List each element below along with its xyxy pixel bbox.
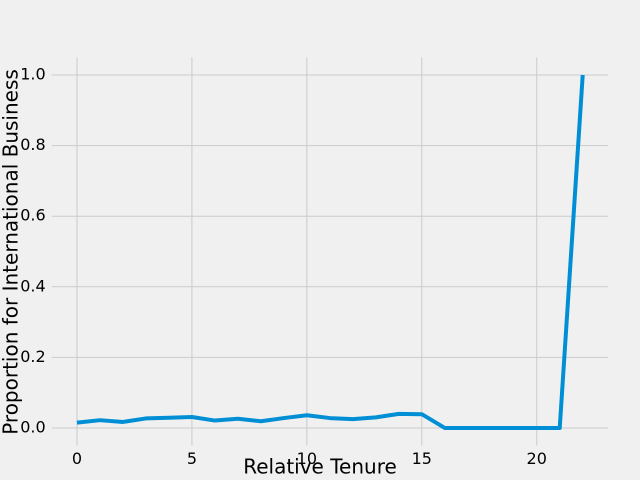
y-tick-label: 0.0 bbox=[20, 417, 45, 436]
y-tick-label: 0.4 bbox=[20, 276, 45, 295]
y-tick-label: 0.8 bbox=[20, 135, 45, 154]
x-tick-label: 15 bbox=[412, 449, 432, 468]
x-tick-label: 10 bbox=[297, 449, 317, 468]
x-tick-label: 5 bbox=[187, 449, 197, 468]
x-axis-label: Relative Tenure bbox=[243, 455, 397, 479]
y-axis-label: Proportion for International Business bbox=[0, 69, 23, 435]
y-tick-label: 1.0 bbox=[20, 65, 45, 84]
x-tick-label: 20 bbox=[527, 449, 547, 468]
line-series bbox=[76, 74, 585, 430]
y-tick-label: 0.2 bbox=[20, 347, 45, 366]
y-tick-label: 0.6 bbox=[20, 206, 45, 225]
x-tick-label: 0 bbox=[72, 449, 82, 468]
